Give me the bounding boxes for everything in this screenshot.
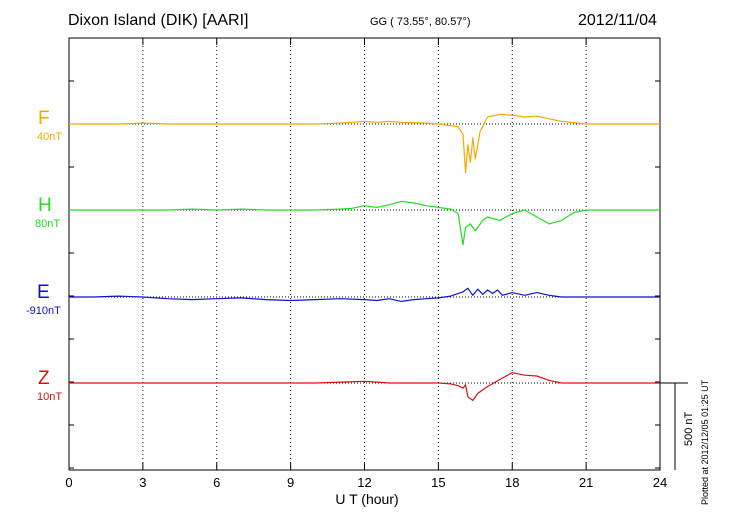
series-line-z [69,372,660,401]
series-offset-f: 40nT [37,131,63,143]
plotted-timestamp: Plotted at 2012/12/05 01:25 UT [700,379,710,505]
x-tick-label: 3 [139,475,146,490]
axis-ticks [68,38,661,470]
x-tick-label: 24 [653,475,667,490]
x-tick-label: 15 [431,475,445,490]
series-label-h: H [38,195,52,216]
series-offset-e: -910nT [26,305,61,317]
series-line-h [69,200,660,246]
scale-bar-label: 500 nT [683,411,695,446]
series-line-e [69,287,660,302]
scale-bar: 500 nT [660,382,695,470]
grid-lines [142,38,587,470]
x-tick-label: 0 [65,475,72,490]
station-title: Dixon Island (DIK) [AARI] [68,12,249,29]
chart-date: 2012/11/04 [578,12,657,29]
x-axis-label: U T (hour) [335,491,398,507]
series-line-f [69,113,660,174]
x-tick-label: 12 [357,475,371,490]
series-offset-h: 80nT [35,218,61,230]
geographic-coordinates: GG ( 73.55°, 80.57°) [370,16,471,28]
series-label-e: E [37,282,50,303]
x-tick-label: 9 [287,475,294,490]
x-tick-labels: 0 3 6 9 12 15 18 21 24 [65,475,667,490]
x-tick-label: 21 [579,475,593,490]
series-offset-z: 10nT [37,391,63,403]
series-label-z: Z [38,368,50,389]
x-tick-label: 6 [213,475,220,490]
series-group [69,113,660,401]
x-tick-label: 18 [505,475,519,490]
series-label-f: F [38,108,50,129]
